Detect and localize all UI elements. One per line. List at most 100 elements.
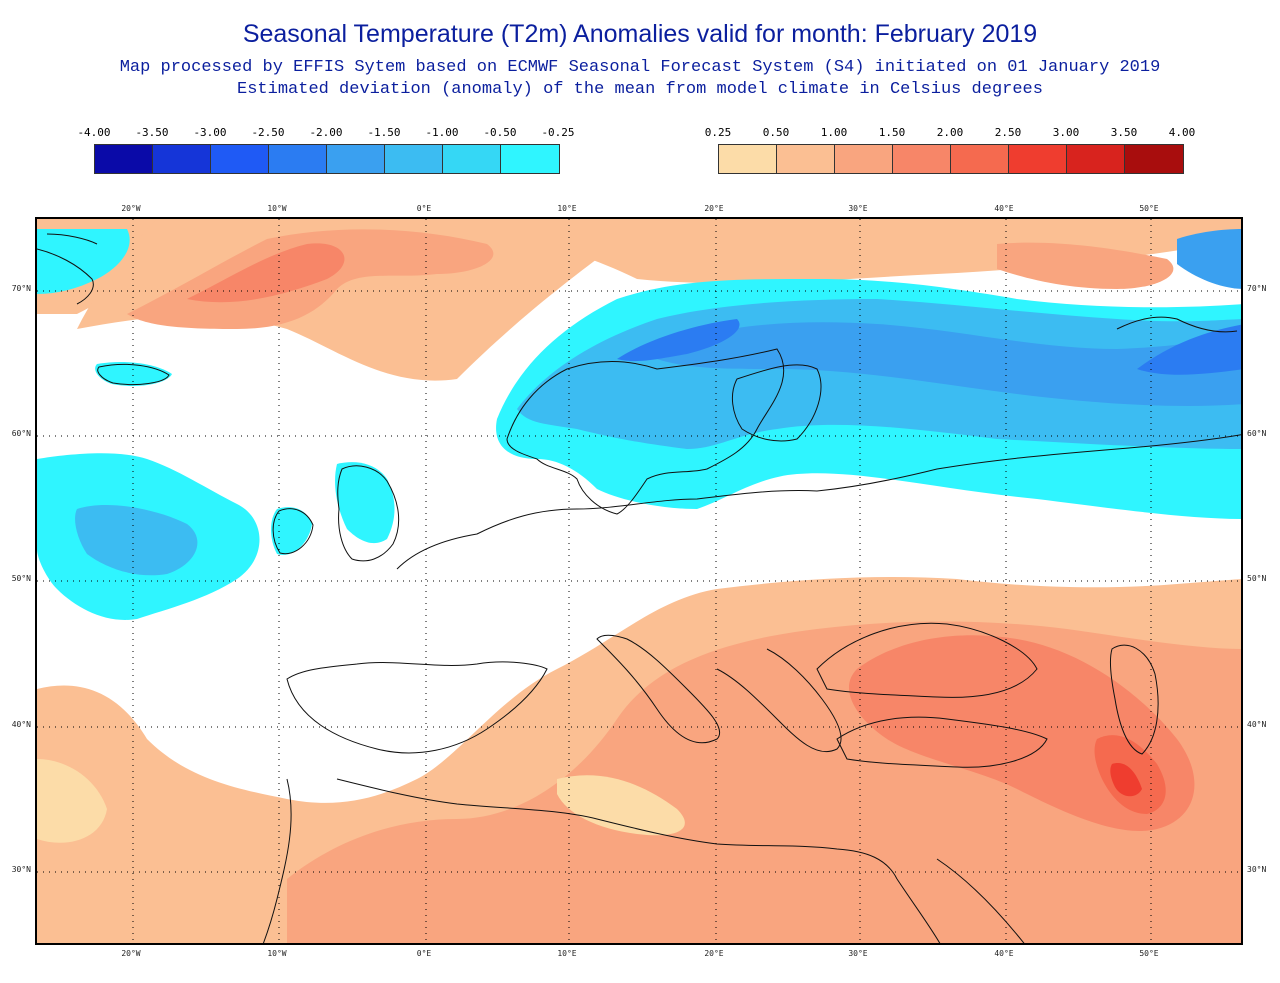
- legend-cold-swatch: [153, 145, 211, 173]
- warm-anomaly-north-atlantic: [37, 219, 1241, 314]
- legend-warm-swatch: [835, 145, 893, 173]
- coastline-balkans-greece: [716, 648, 842, 753]
- axis-tick-label: 30°E: [848, 204, 868, 213]
- coastline-ireland: [272, 508, 314, 555]
- warm-anomaly-iran-peak: [1110, 763, 1142, 797]
- axis-tick-label: 40°N: [11, 720, 31, 729]
- legend-warm-label: 0.25: [704, 126, 732, 139]
- axis-tick-label: 10°W: [267, 204, 287, 213]
- coastline-finland: [731, 364, 822, 442]
- legend-cold-swatch: [269, 145, 327, 173]
- legend-warm-label: 1.50: [878, 126, 906, 139]
- legend-cold-label: -0.50: [483, 126, 517, 139]
- coastline-black-sea: [816, 622, 1038, 698]
- legend-warm-label: 3.00: [1052, 126, 1080, 139]
- legend-warm-label: 1.00: [820, 126, 848, 139]
- legend-cold-swatch: [385, 145, 443, 173]
- axis-tick-label: 30°N: [1247, 865, 1267, 874]
- warm-anomaly-peak-north-atlantic: [187, 243, 345, 303]
- axis-tick-label: 20°E: [704, 204, 724, 213]
- legend-warm-swatch: [777, 145, 835, 173]
- coastlines: [37, 233, 1241, 943]
- legend-warm-swatch: [719, 145, 777, 173]
- axis-tick-label: 30°N: [11, 865, 31, 874]
- coastline-uk: [337, 465, 400, 562]
- legend-warm-label: 2.50: [994, 126, 1022, 139]
- coastline-caspian: [1110, 644, 1159, 755]
- axis-tick-label: 10°E: [557, 949, 577, 958]
- legend-cold-swatch: [211, 145, 269, 173]
- axis-tick-label: 40°E: [994, 949, 1014, 958]
- cold-anomaly-russia-core: [657, 322, 1241, 406]
- anomaly-field: [37, 219, 1241, 943]
- graticule: [37, 219, 1241, 943]
- legend-warm-swatch: [1067, 145, 1125, 173]
- legend-cold-label: -2.50: [251, 126, 285, 139]
- axis-tick-label: 0°E: [416, 949, 432, 958]
- legend-cold-swatch: [501, 145, 559, 173]
- warm-anomaly-arctic-east: [997, 242, 1174, 289]
- legend-warm-label: 0.50: [762, 126, 790, 139]
- legend-cold-swatch: [443, 145, 501, 173]
- map-canvas: [37, 219, 1241, 943]
- coastline-continental-europe: [396, 434, 1241, 570]
- cold-anomaly-norway-core: [617, 319, 740, 362]
- legend-cold-label: -1.50: [367, 126, 401, 139]
- legend-cold-label: -0.25: [541, 126, 575, 139]
- legend-warm-labels: 0.25 0.50 1.00 1.50 2.00 2.50 3.00 3.50 4.00: [705, 126, 1196, 144]
- legend-cold-label: -1.00: [425, 126, 459, 139]
- axis-tick-label: 10°E: [557, 204, 577, 213]
- map-subtitle-processing: Map processed by EFFIS Sytem based on EC…: [119, 58, 1161, 77]
- legend-warm-label: 3.50: [1110, 126, 1138, 139]
- coastline-iberia: [286, 661, 548, 754]
- axis-tick-label: 60°N: [1247, 429, 1267, 438]
- axis-tick-label: 10°W: [267, 949, 287, 958]
- legend-warm-label: 4.00: [1168, 126, 1196, 139]
- axis-tick-label: 70°N: [1247, 284, 1267, 293]
- axis-tick-label: 60°N: [11, 429, 31, 438]
- legend-warm-anomalies: 0.25 0.50 1.00 1.50 2.00 2.50 3.00 3.50 4.00: [705, 126, 1196, 174]
- axis-tick-label: 30°E: [848, 949, 868, 958]
- axis-tick-label: 50°N: [11, 574, 31, 583]
- cold-anomaly-greenland: [37, 229, 130, 294]
- axis-tick-label: 20°W: [121, 204, 141, 213]
- coastline-north-africa: [262, 778, 898, 943]
- legend-cold-label: -4.00: [77, 126, 111, 139]
- axis-tick-label: 20°E: [704, 949, 724, 958]
- axis-tick-label: 50°E: [1139, 204, 1159, 213]
- legend-cold-label: -3.50: [135, 126, 169, 139]
- legend-cold-label: -3.00: [193, 126, 227, 139]
- warm-anomaly-atlantic-west: [37, 759, 107, 843]
- legend-warm-label: 2.00: [936, 126, 964, 139]
- cold-anomaly-ireland: [271, 507, 312, 555]
- warm-anomaly-sahara-pale: [557, 775, 685, 836]
- map-subtitle-units: Estimated deviation (anomaly) of the mea…: [237, 80, 1043, 99]
- axis-tick-label: 50°E: [1139, 949, 1159, 958]
- anomaly-map: [35, 217, 1243, 945]
- legend-cold-label: -2.00: [309, 126, 343, 139]
- axis-tick-label: 40°N: [1247, 720, 1267, 729]
- legend-cold-swatch: [95, 145, 153, 173]
- legend-cold-swatch: [327, 145, 385, 173]
- coastline-arabia-redsea: [896, 858, 1025, 943]
- cold-anomaly-uk: [335, 462, 395, 544]
- legend-warm-swatch: [1009, 145, 1067, 173]
- coastline-anatolia: [836, 716, 1048, 768]
- map-frame: [35, 217, 1243, 945]
- axis-tick-label: 20°W: [121, 949, 141, 958]
- legend-warm-swatch: [893, 145, 951, 173]
- coastline-scandinavia: [506, 348, 785, 515]
- legend-cold-colorbar: [94, 144, 560, 174]
- coastline-italy: [596, 634, 721, 744]
- coastline-iceland: [97, 363, 170, 386]
- axis-tick-label: 50°N: [1247, 574, 1267, 583]
- axis-tick-label: 40°E: [994, 204, 1014, 213]
- coastline-svalbard-novaya: [1116, 316, 1238, 333]
- axis-tick-label: 0°E: [416, 204, 432, 213]
- cold-anomaly-urals-core: [1137, 324, 1241, 375]
- legend-warm-swatch: [1125, 145, 1183, 173]
- cold-anomaly-mid-atlantic-inner: [75, 504, 198, 576]
- legend-warm-colorbar: [718, 144, 1184, 174]
- axis-tick-label: 70°N: [11, 284, 31, 293]
- legend-cold-labels: -4.00 -3.50 -3.00 -2.50 -2.00 -1.50 -1.00 -0.50…: [77, 126, 574, 144]
